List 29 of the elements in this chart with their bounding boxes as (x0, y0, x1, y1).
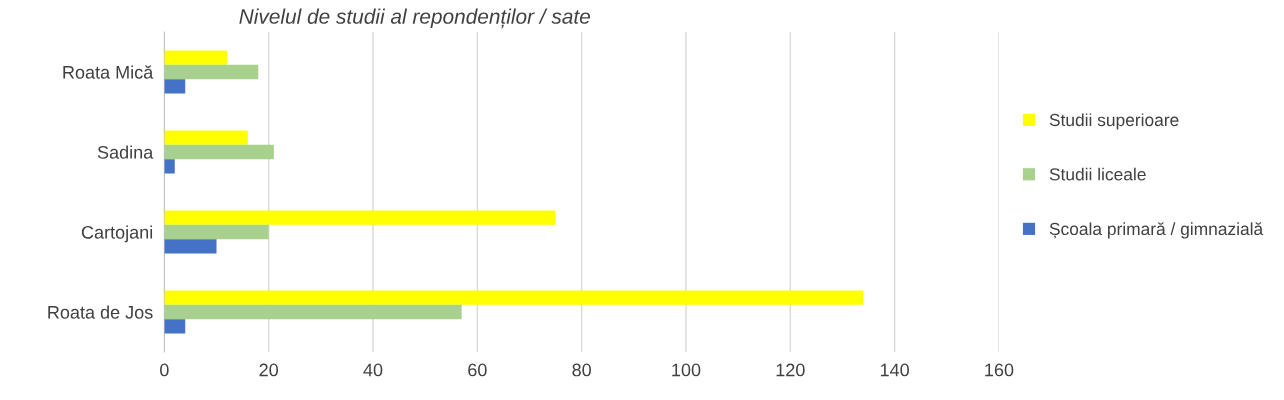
y-tick-label: Roata Mică (63, 65, 154, 79)
x-tick-label: 140 (880, 363, 909, 377)
x-tick-label: 0 (160, 363, 169, 377)
bar (164, 239, 217, 254)
x-tick-label: 80 (572, 363, 591, 377)
y-tick-label: Roata de Jos (48, 305, 153, 319)
bar (164, 224, 269, 240)
x-tick-label: 60 (468, 363, 487, 377)
bar (164, 159, 175, 174)
x-tick-label: 100 (672, 363, 701, 377)
bar (164, 210, 556, 225)
bar (164, 304, 462, 320)
x-tick-label: 20 (259, 363, 279, 377)
x-tick-label: 160 (985, 363, 1014, 377)
bar (164, 50, 227, 65)
x-tick-label: 40 (363, 363, 383, 377)
bar (164, 290, 864, 305)
x-tick-label: 120 (776, 363, 805, 377)
chart-title: Nivelul de studii al repondenților / sate (239, 8, 590, 29)
legend-label: Studii superioare (1049, 113, 1179, 130)
bar (164, 319, 186, 334)
y-tick-label: Cartojani (81, 225, 153, 243)
bar (164, 79, 186, 94)
bar (164, 144, 274, 160)
y-tick-label: Sadina (97, 145, 154, 159)
bar (164, 64, 259, 80)
legend-label: Studii liceale (1049, 167, 1146, 181)
bar (164, 130, 248, 145)
legend-label: Școala primară / gimnazială (1049, 222, 1264, 239)
